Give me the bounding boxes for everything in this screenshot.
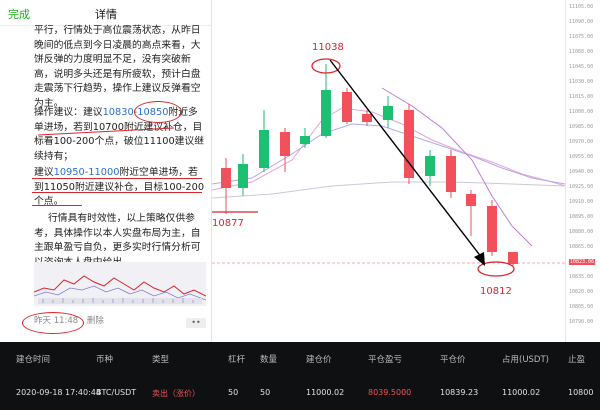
ma-line-pink [212,107,566,191]
price-tick: 10820.00 [569,289,594,295]
trend-arrow-annotation [329,59,483,259]
delete-link[interactable]: 删除 [86,316,104,326]
price-tick: 10895.00 [569,214,594,220]
price-tick: 10910.00 [569,199,594,205]
phone-detail-panel: 完成 详情 平行，行情处于高位震荡状态，从昨日晚间的低点到今日凌晨的高点来看，大… [0,0,212,342]
short-underline-3-annotation [32,205,82,207]
time-circle-annotation [22,312,84,334]
price-tick: 10880.00 [569,229,594,235]
short-range-value: 10950-11000 [53,167,120,178]
analysis-paragraph: 平行，行情处于高位震荡状态，从昨日晚间的低点到今日凌晨的高点来看，大饼反弹的力度… [34,25,201,109]
col-header-close-price: 平仓价 [440,355,466,365]
candle-14 [487,206,497,252]
ma-line-violet [381,87,533,247]
done-button[interactable]: 完成 [8,8,30,21]
candle-9 [383,106,393,120]
candle-2 [238,164,248,188]
col-header-margin: 占用(USDT) [502,355,549,365]
price-tick: 10970.00 [569,139,594,145]
cell-type: 卖出（涨价） [152,389,200,398]
col-header-open-price: 建仓价 [306,355,332,365]
candle-7 [342,92,352,122]
short-suggestion-prefix: 建议 [34,167,54,178]
cell-open-price: 11000.02 [306,388,345,397]
candlestick-chart-svg [212,58,566,277]
mini-chart-thumbnail[interactable] [34,262,206,306]
page-title: 详情 [95,8,117,21]
short-underline-1-annotation [32,178,202,180]
price-tick: 11105.00 [569,4,594,10]
candle-4 [280,132,290,156]
col-header-type: 类型 [152,355,170,365]
cell-pnl: 8039.5000 [368,388,412,397]
high-price-label: 11038 [312,42,344,53]
price-tick: 11075.00 [569,34,594,40]
price-tick: 11015.00 [569,94,594,100]
candle-8 [362,114,372,122]
short-suggestion-paragraph: 建议10950-11000附近空单进场，若到11050附近建议补仓，目标100-… [34,166,206,210]
cell-margin: 11000.02 [502,388,541,397]
long-suggestion-rest: 附近多单进场，若到10700附近建议补仓，目标看100-200个点，破位1110… [34,107,205,162]
candle-11 [425,156,435,176]
candle-6 [321,90,331,136]
price-tick: 10805.00 [569,304,594,310]
col-header-leverage: 杠杆 [228,355,246,365]
price-tick: 10865.00 [569,244,594,250]
short-underline-2-annotation [32,192,202,194]
col-header-take-profit: 止盈 [568,355,586,365]
cell-close-price: 10839.23 [440,388,479,397]
cell-quantity: 50 [260,388,271,397]
cell-leverage: 50 [228,388,239,397]
col-header-pnl: 平仓盈亏 [368,355,403,365]
price-tick: 10955.00 [569,154,594,160]
current-price-tag: 10823.06 [569,259,596,265]
price-tick: 10925.00 [569,184,594,190]
col-header-quantity: 数量 [260,355,278,365]
candle-3 [259,130,269,168]
candle-15 [508,252,518,264]
candle-10 [404,110,414,178]
candle-5 [300,136,310,144]
price-tick: 11030.00 [569,79,594,85]
long-suggestion-prefix: 操作建议：建议 [34,107,103,118]
trend-arrow-head [474,252,485,266]
candle-12 [446,156,456,192]
price-tick: 11000.00 [569,109,594,115]
more-options-button[interactable]: •• [186,318,206,328]
price-tick: 10985.00 [569,124,594,130]
ma-line-grey [212,181,566,199]
cell-take-profit: 10800 [568,388,594,397]
low-right-circle-annotation [477,261,515,277]
mini-chart-svg [34,262,206,306]
long-range-circle-annotation [134,101,182,123]
price-tick: 11045.00 [569,64,594,70]
cell-symbol: BTC/USDT [96,388,137,397]
position-table: 建仓时间 币种 类型 杠杆 数量 建仓价 平仓盈亏 平仓价 占用(USDT) 止… [0,342,600,410]
candle-13 [466,194,476,206]
price-tick: 10940.00 [569,169,594,175]
candle-1 [221,168,231,188]
price-axis: 11105.00 11090.00 11075.00 11060.00 1104… [565,0,600,342]
col-header-open-time: 建仓时间 [16,355,51,365]
low-right-price-label: 10812 [480,286,512,297]
price-tick: 11060.00 [569,49,594,55]
short-suggestion-rest: 附近空单进场，若到11050附近建议补仓，目标100-200个点。 [34,167,205,208]
cell-open-time: 2020-09-18 17:40:44 [16,388,101,397]
col-header-symbol: 币种 [96,355,114,365]
price-tick: 10835.00 [569,274,594,280]
price-tick: 10790.00 [569,319,594,325]
phone-header: 完成 详情 [0,0,211,26]
price-tick: 11090.00 [569,19,594,25]
high-circle-annotation [311,58,341,74]
candlestick-chart-area[interactable]: 11038 10877 10812 [212,0,600,342]
low-left-price-label: 10877 [212,218,244,229]
